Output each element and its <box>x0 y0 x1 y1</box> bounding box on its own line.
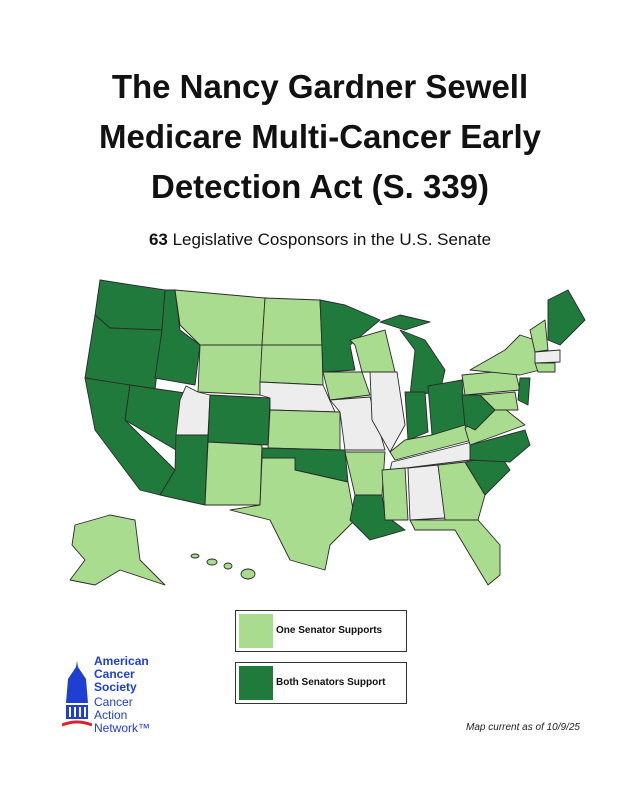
legend-label: Both Senators Support <box>276 677 386 688</box>
logo-line: Society <box>94 680 137 694</box>
title: The Nancy Gardner Sewell Medicare Multi-… <box>0 62 640 212</box>
legend-label: One Senator Supports <box>276 625 383 636</box>
cosponsor-count: 63 <box>148 230 168 249</box>
logo-line: Cancer <box>94 667 135 681</box>
title-line: Detection Act (S. 339) <box>150 168 490 205</box>
legend-item: One Senator Supports <box>235 610 407 652</box>
subtitle-text: Legislative Cosponsors in the U.S. Senat… <box>172 230 492 249</box>
logo-line: Cancer <box>94 695 133 709</box>
legend-swatch <box>239 666 273 700</box>
logo-icon <box>62 661 92 727</box>
legend-swatch <box>239 614 273 648</box>
subtitle: 63 Legislative Cosponsors in the U.S. Se… <box>0 230 640 250</box>
logo-org: American Cancer Society <box>94 655 149 694</box>
title-line: The Nancy Gardner Sewell <box>111 68 529 105</box>
logo-sub: Cancer Action Network™ <box>94 696 150 735</box>
logo: American Cancer Society Cancer Action Ne… <box>62 655 182 745</box>
logo-line: American <box>94 654 149 668</box>
us-map <box>69 279 586 586</box>
footnote: Map current as of 10/9/25 <box>466 722 580 733</box>
logo-line: Network™ <box>94 721 151 735</box>
legend-item: Both Senators Support <box>235 662 407 704</box>
logo-line: Action <box>94 708 128 722</box>
title-line: Medicare Multi-Cancer Early <box>99 118 541 155</box>
